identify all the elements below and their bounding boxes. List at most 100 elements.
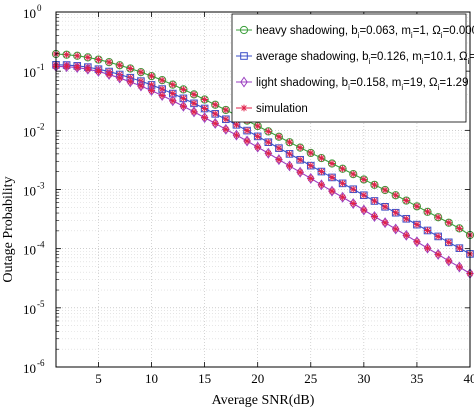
legend-text-part: =10.1, Ω xyxy=(424,51,468,63)
x-tick-label: 10 xyxy=(145,371,158,386)
simulation-point xyxy=(233,121,240,129)
data-point xyxy=(189,90,199,99)
simulation-point xyxy=(63,63,71,71)
asterisk-stroke xyxy=(456,264,463,270)
series-circle xyxy=(51,49,474,240)
asterisk-stroke xyxy=(180,95,187,102)
simulation-point xyxy=(445,219,453,227)
asterisk-stroke xyxy=(403,232,410,239)
y-axis-label: Outage Probability xyxy=(1,176,16,282)
asterisk-stroke xyxy=(85,54,91,61)
asterisk-stroke xyxy=(127,65,134,72)
y-tick-base: 10 xyxy=(23,361,36,376)
simulation-point xyxy=(339,193,347,201)
asterisk-stroke xyxy=(361,176,367,183)
y-tick-label: 10 -2 xyxy=(23,121,45,139)
simulation-point xyxy=(243,127,251,134)
simulation-point xyxy=(434,251,442,258)
simulation-point xyxy=(148,72,155,80)
simulation-point xyxy=(169,90,177,97)
asterisk-stroke xyxy=(116,62,123,69)
asterisk-stroke xyxy=(382,204,388,210)
series-line xyxy=(55,53,471,236)
legend-marker xyxy=(240,52,248,60)
legend-label: light shadowing, bi=0.158, mi=19, Ωi=1.2… xyxy=(256,77,468,92)
x-tick-label: 5 xyxy=(95,371,102,386)
legend-text-part: light shadowing, b xyxy=(256,77,348,89)
data-point xyxy=(317,153,326,163)
asterisk-stroke xyxy=(329,174,335,181)
y-tick-exponent: 0 xyxy=(37,3,42,13)
series-line xyxy=(55,64,471,255)
asterisk-stroke xyxy=(371,198,378,204)
asterisk-stroke xyxy=(254,133,261,140)
simulation-point xyxy=(317,181,325,189)
data-point xyxy=(168,80,177,89)
y-tick-base: 10 xyxy=(23,65,36,80)
x-tick-label: 15 xyxy=(198,371,211,386)
simulation-point xyxy=(307,149,315,157)
legend-marker xyxy=(239,25,249,35)
simulation-point xyxy=(264,138,272,146)
y-tick-label: 10 -4 xyxy=(23,240,45,258)
legend-text-part: =0.0007 xyxy=(443,25,474,37)
asterisk-stroke xyxy=(424,227,431,234)
asterisk-stroke xyxy=(350,186,357,193)
y-tick-exponent: -6 xyxy=(37,358,45,368)
grid xyxy=(56,12,471,368)
asterisk-stroke xyxy=(329,188,335,194)
simulation-point xyxy=(339,179,347,187)
simulation-point xyxy=(190,90,198,98)
simulation-point xyxy=(179,85,187,93)
asterisk-stroke xyxy=(297,169,303,176)
asterisk-stroke xyxy=(148,82,155,88)
simulation-point xyxy=(179,102,187,110)
asterisk-stroke xyxy=(95,56,102,63)
data-point xyxy=(349,170,358,179)
simulation-point xyxy=(413,238,421,246)
asterisk-stroke xyxy=(392,209,399,216)
data-point xyxy=(338,164,347,173)
simulation-point xyxy=(424,208,431,216)
data-point xyxy=(158,76,167,85)
x-axis-label: Average SNR(dB) xyxy=(212,393,315,408)
y-tick-base: 10 xyxy=(23,184,36,199)
simulation-point xyxy=(392,191,400,199)
simulation-point xyxy=(105,58,113,66)
data-point xyxy=(253,121,262,131)
asterisk-stroke xyxy=(392,226,399,232)
data-point xyxy=(380,185,390,195)
legend-entry: heavy shadowing, bi=0.063, mi=1, Ωi=0.00… xyxy=(236,25,474,40)
asterisk-stroke xyxy=(445,219,452,226)
asterisk-stroke xyxy=(339,194,346,201)
legend-marker xyxy=(240,76,248,88)
y-tick-exponent: -5 xyxy=(37,299,45,309)
legend-subscript: i xyxy=(401,83,403,92)
simulation-point xyxy=(211,110,219,118)
asterisk-stroke xyxy=(435,251,441,258)
asterisk-stroke xyxy=(265,150,272,157)
legend-text-part: =0.158, m xyxy=(350,77,401,89)
data-point xyxy=(412,202,422,211)
asterisk-stroke xyxy=(244,138,250,144)
legend-subscript: i xyxy=(438,83,440,92)
series-diamond xyxy=(52,61,474,280)
simulation-point xyxy=(360,176,368,183)
y-tick-label: 10 0 xyxy=(23,3,42,21)
simulation-point xyxy=(286,150,293,158)
simulation-point xyxy=(275,144,283,152)
simulation-point xyxy=(392,209,400,217)
simulation-point xyxy=(243,137,251,145)
data-point xyxy=(126,64,135,73)
simulation-point xyxy=(233,131,240,139)
simulation-point xyxy=(222,125,230,133)
data-point xyxy=(104,58,114,67)
legend-label: simulation xyxy=(256,103,308,115)
asterisk-stroke xyxy=(169,81,176,88)
asterisk-stroke xyxy=(169,90,176,97)
simulation-point xyxy=(73,64,81,71)
simulation-point xyxy=(455,225,463,232)
y-tick-label: 10 -3 xyxy=(23,181,45,199)
asterisk-stroke xyxy=(392,192,399,199)
simulation-point xyxy=(413,202,421,210)
